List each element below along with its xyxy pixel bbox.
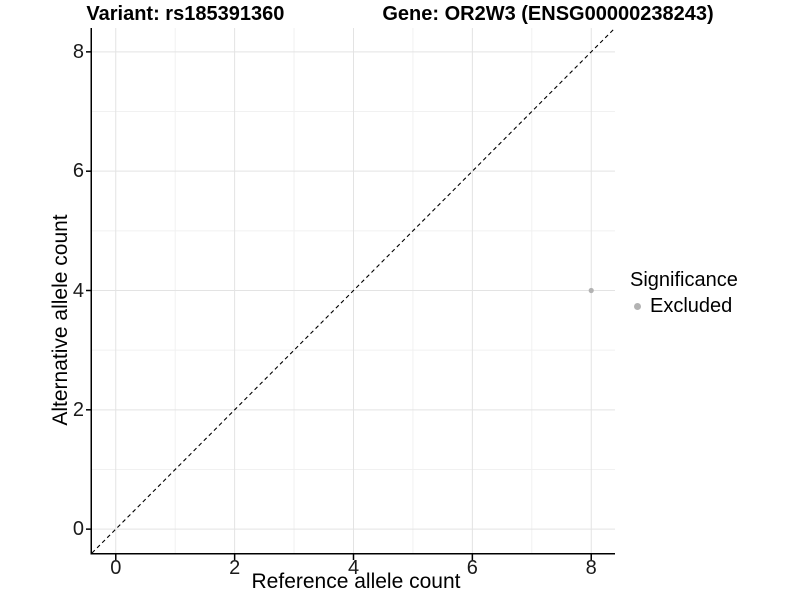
x-tick-label-6: 6: [466, 557, 478, 579]
legend-point-icon: [634, 302, 641, 310]
plot-title-gene: Gene: OR2W3 (ENSG00000238243): [382, 3, 714, 25]
y-tick-label-2: 2: [72, 398, 84, 421]
identity-dashed-line: [91, 28, 616, 554]
y-tick-label-8: 8: [72, 40, 84, 63]
x-tick-label-4: 4: [347, 557, 360, 579]
x-axis-title: Reference allele count: [251, 570, 461, 593]
legend-item-label: Excluded: [650, 295, 733, 317]
plot-panel: [86, 28, 616, 560]
legend: Significance Excluded: [630, 268, 738, 318]
x-tick-label-2: 2: [229, 557, 241, 579]
x-tick-label-0: 0: [110, 557, 122, 579]
y-tick-label-4: 4: [72, 279, 84, 302]
y-axis-title: Alternative allele count: [49, 214, 72, 426]
x-tick-label-8: 8: [585, 557, 597, 579]
data-point-excluded: [588, 287, 594, 294]
legend-item-excluded: Excluded: [630, 294, 738, 318]
plot-title-row: Variant: rs185391360 Gene: OR2W3 (ENSG00…: [0, 2, 800, 26]
plot-title-variant: Variant: rs185391360: [86, 3, 285, 25]
y-tick-label-0: 0: [72, 518, 84, 541]
legend-title: Significance: [630, 269, 738, 291]
y-tick-label-6: 6: [72, 160, 84, 183]
